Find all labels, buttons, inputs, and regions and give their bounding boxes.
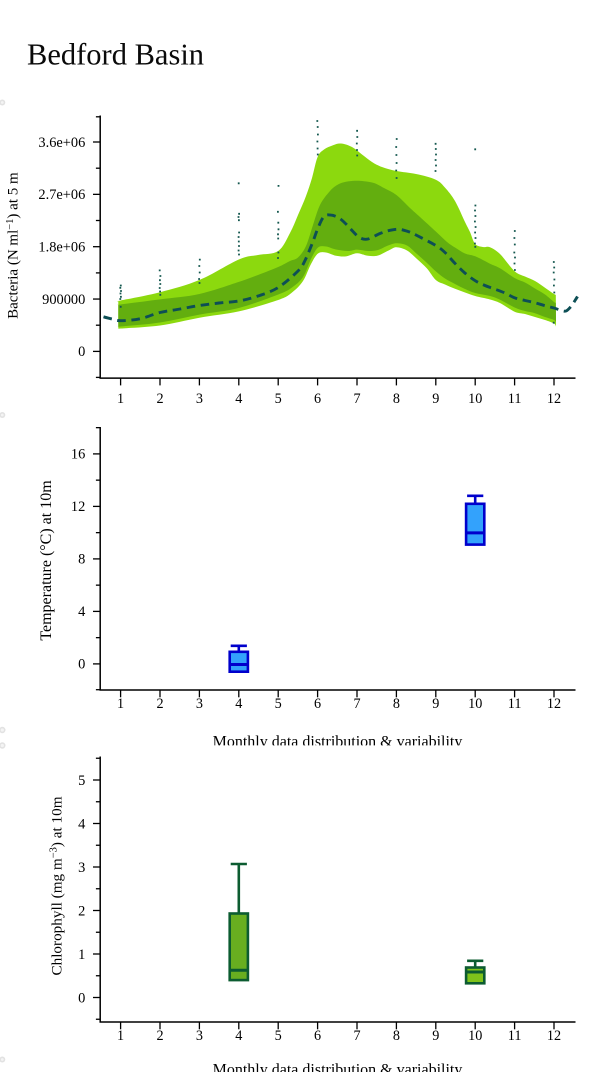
svg-text:10: 10: [468, 1028, 482, 1044]
svg-text:Monthly data distribution & va: Monthly data distribution & variability: [213, 1062, 463, 1073]
svg-text:1: 1: [78, 947, 85, 963]
svg-text:8: 8: [393, 391, 400, 407]
svg-text:8: 8: [393, 696, 400, 712]
svg-text:1.8e+06: 1.8e+06: [38, 240, 85, 256]
svg-text:5: 5: [275, 391, 282, 407]
svg-text:1: 1: [117, 696, 124, 712]
svg-text:3: 3: [196, 696, 203, 712]
svg-text:3: 3: [196, 391, 203, 407]
svg-text:Monthly data distribution & va: Monthly data distribution & variability: [213, 734, 463, 751]
svg-text:7: 7: [353, 391, 360, 407]
svg-text:11: 11: [508, 1028, 522, 1044]
svg-text:4: 4: [235, 1028, 242, 1044]
svg-text:6: 6: [314, 1028, 321, 1044]
svg-text:3: 3: [196, 1028, 203, 1044]
svg-text:5: 5: [275, 1028, 282, 1044]
svg-text:11: 11: [508, 391, 522, 407]
svg-text:Chlorophyll (mg m−3) at 10m: Chlorophyll (mg m−3) at 10m: [48, 796, 65, 975]
svg-text:10: 10: [468, 391, 482, 407]
svg-text:2.7e+06: 2.7e+06: [38, 187, 85, 203]
svg-text:2: 2: [156, 696, 163, 712]
svg-text:8: 8: [78, 552, 85, 568]
svg-text:4: 4: [235, 696, 242, 712]
svg-text:2: 2: [156, 1028, 163, 1044]
svg-text:5: 5: [78, 773, 85, 789]
svg-text:11: 11: [508, 696, 522, 712]
svg-text:3: 3: [78, 860, 85, 876]
svg-text:2: 2: [156, 391, 163, 407]
svg-text:3.6e+06: 3.6e+06: [38, 135, 85, 151]
svg-text:12: 12: [71, 499, 85, 515]
svg-text:6: 6: [314, 391, 321, 407]
svg-text:4: 4: [78, 604, 85, 620]
svg-text:8: 8: [393, 1028, 400, 1044]
svg-text:900000: 900000: [42, 292, 85, 308]
svg-text:6: 6: [314, 696, 321, 712]
svg-text:4: 4: [78, 816, 85, 832]
svg-text:1: 1: [117, 1028, 124, 1044]
svg-text:1: 1: [117, 391, 124, 407]
svg-text:5: 5: [275, 696, 282, 712]
svg-text:0: 0: [78, 344, 85, 360]
svg-text:2: 2: [78, 903, 85, 919]
svg-text:9: 9: [432, 391, 439, 407]
svg-text:12: 12: [547, 1028, 561, 1044]
svg-text:7: 7: [353, 1028, 360, 1044]
svg-text:Bedford Basin: Bedford Basin: [27, 38, 204, 72]
svg-text:12: 12: [547, 391, 561, 407]
svg-text:9: 9: [432, 696, 439, 712]
svg-text:Temperature (°C) at 10m: Temperature (°C) at 10m: [38, 480, 55, 641]
svg-text:0: 0: [78, 657, 85, 673]
svg-text:Bacteria (N ml−1) at 5 m: Bacteria (N ml−1) at 5 m: [5, 172, 22, 319]
svg-text:10: 10: [468, 696, 482, 712]
svg-text:12: 12: [547, 696, 561, 712]
svg-text:16: 16: [71, 447, 85, 463]
svg-text:7: 7: [353, 696, 360, 712]
svg-text:0: 0: [78, 990, 85, 1006]
svg-text:4: 4: [235, 391, 242, 407]
svg-text:9: 9: [432, 1028, 439, 1044]
